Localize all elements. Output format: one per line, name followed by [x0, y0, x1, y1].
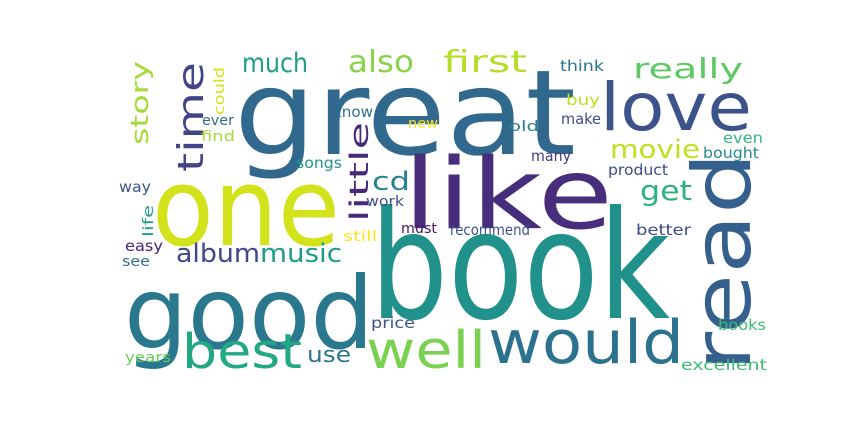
word-love: love — [600, 69, 752, 146]
word-like: like — [403, 138, 613, 252]
word-price: price — [371, 314, 415, 332]
word-best: best — [182, 324, 302, 380]
word-way: way — [119, 178, 151, 196]
word-much: much — [242, 48, 308, 79]
word-better: better — [636, 221, 692, 239]
word-also: also — [348, 45, 414, 80]
word-think: think — [560, 57, 604, 75]
word-one: one — [152, 146, 340, 271]
word-years: years — [125, 350, 171, 366]
word-old: old — [509, 119, 539, 135]
word-good: good — [124, 255, 374, 372]
word-new: new — [408, 116, 438, 132]
word-find: find — [201, 129, 235, 145]
word-movie: movie — [610, 135, 700, 165]
word-read: read — [676, 152, 769, 372]
word-must: must — [401, 221, 438, 237]
word-buy: buy — [566, 91, 600, 109]
word-well: well — [366, 321, 486, 381]
word-music: music — [260, 239, 342, 269]
word-first: first — [443, 45, 527, 80]
word-see: see — [122, 254, 150, 270]
word-life: life — [141, 205, 157, 237]
word-excellent: excellent — [681, 356, 767, 374]
word-even: even — [723, 129, 763, 147]
word-work: work — [366, 194, 405, 210]
word-would: would — [488, 308, 684, 378]
word-story: story — [126, 61, 154, 145]
word-great: great — [234, 44, 576, 182]
word-really: really — [633, 52, 743, 85]
word-ever: ever — [202, 113, 234, 129]
word-still: still — [343, 229, 377, 245]
word-time: time — [171, 62, 212, 172]
word-songs: songs — [296, 154, 342, 172]
word-album: album — [176, 239, 260, 269]
word-get: get — [640, 174, 692, 207]
word-know: know — [333, 103, 373, 121]
word-use: use — [307, 343, 351, 368]
word-little: little — [345, 122, 375, 222]
word-bought: bought — [703, 144, 759, 162]
word-product: product — [608, 161, 668, 179]
word-book: book — [370, 180, 670, 354]
word-many: many — [531, 147, 571, 165]
word-make: make — [561, 110, 601, 128]
word-recommend: recommend — [450, 221, 530, 239]
word-could: could — [212, 67, 228, 115]
word-books: books — [718, 316, 766, 334]
word-cd: cd — [372, 167, 410, 197]
word-easy: easy — [125, 237, 163, 255]
